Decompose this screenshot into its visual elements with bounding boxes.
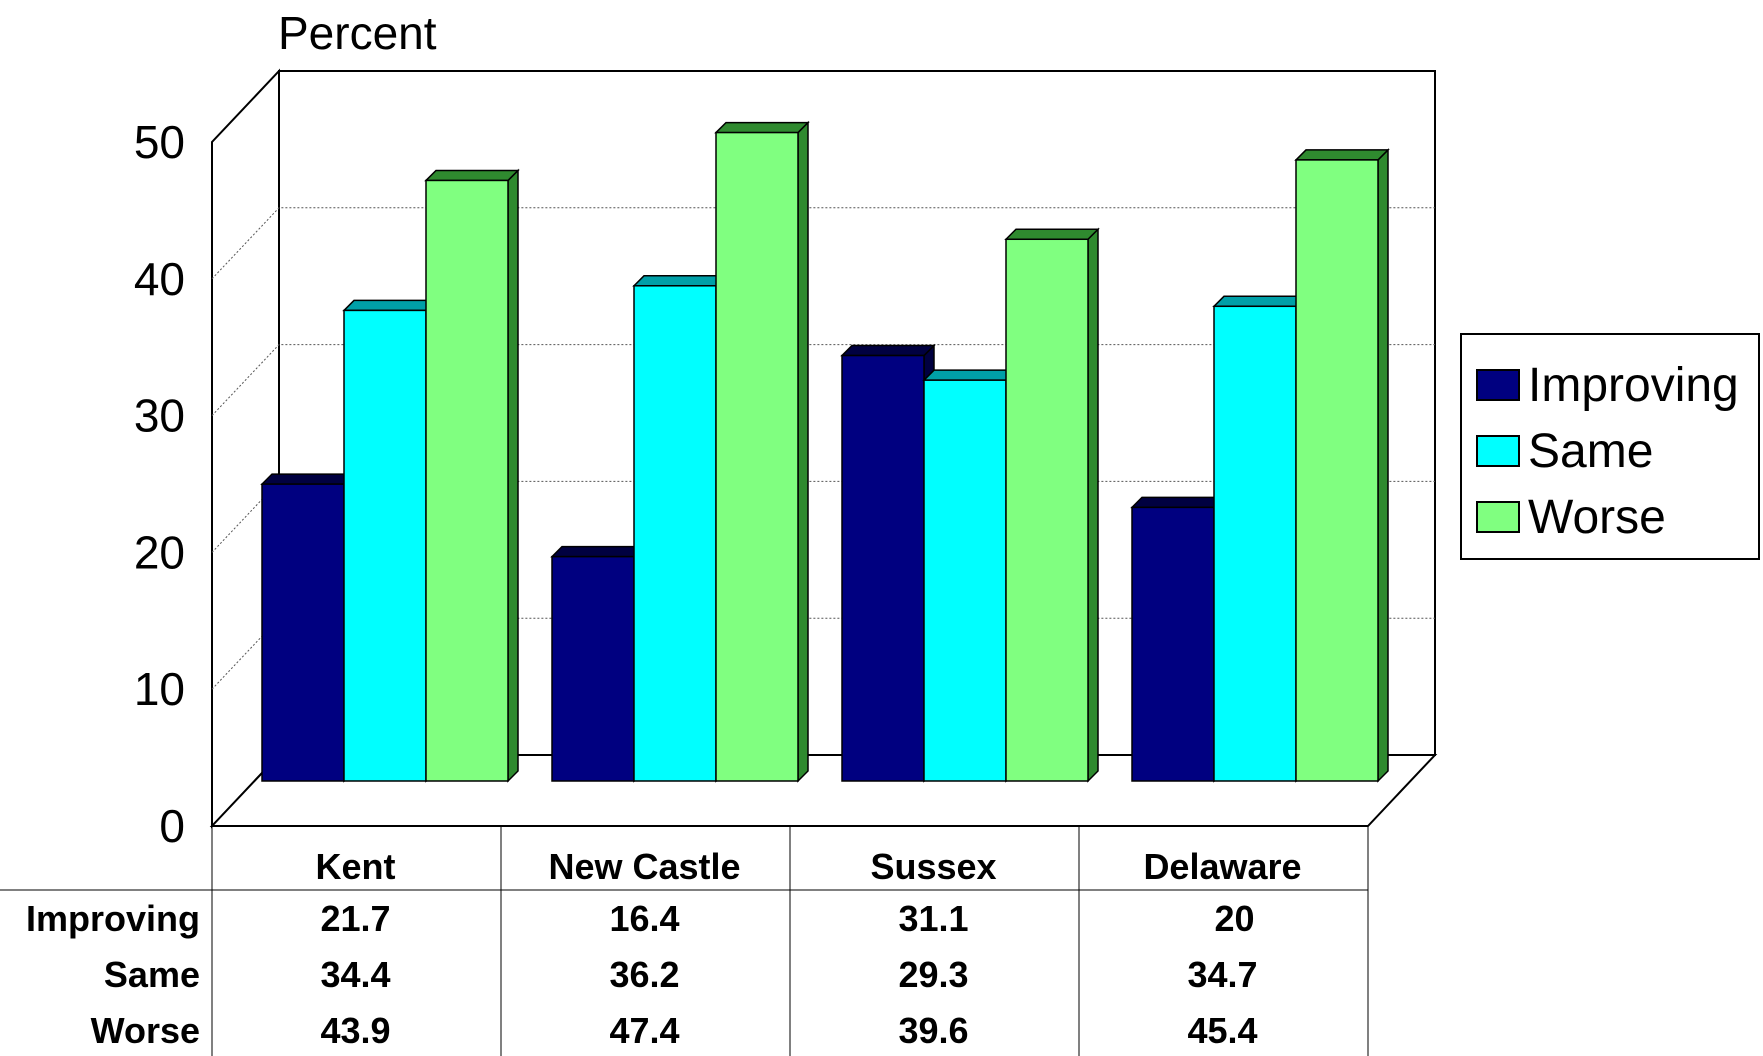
table-cell-improving-kent: 21.7 [320,898,391,939]
bar-delaware-improving-top [1130,496,1226,509]
bar-kent-same [342,298,438,783]
bar-sussex-worse-top [1004,228,1100,241]
table-cell-same-kent: 34.4 [320,954,391,995]
bar-new-castle-same-top [632,275,728,287]
legend-label-improving: Improving [1528,358,1739,412]
bar-new-castle-worse-top [714,121,810,134]
table-row-head-improving: Improving [25,898,200,939]
bar-new-castle-same-front [633,285,717,782]
table-row-head-same: Same [103,954,200,995]
bar-new-castle-worse [714,120,810,783]
table-cell-worse-kent: 43.9 [320,1010,391,1051]
bar-delaware-same-top [1212,295,1308,308]
table-header-sussex: Sussex [870,846,997,887]
bar-kent-worse [424,168,520,783]
table-header-kent: Kent [315,846,396,887]
bar-kent-improving [260,472,356,783]
bar-new-castle-same [632,273,728,783]
table-cell-improving-new-castle: 16.4 [609,898,680,939]
bar-sussex-same [922,368,1018,783]
bar-delaware-same-front [1213,305,1297,782]
bar-sussex-same-top [922,369,1018,381]
table-cell-improving-sussex: 31.1 [898,898,969,939]
bar-delaware-worse-top [1294,149,1390,161]
bar-delaware-same [1212,294,1308,783]
legend-swatch-worse [1476,501,1520,533]
table-cell-improving-delaware: 20 [1214,898,1255,939]
bar-sussex-same-front [923,379,1007,782]
bar-kent-worse-side [507,168,519,783]
legend-swatch-same [1476,435,1520,467]
y-tick-label-10: 10 [134,663,185,715]
bar-new-castle-worse-front [715,131,799,782]
table-cell-same-new-castle: 36.2 [609,954,680,995]
bar-delaware-improving-front [1131,506,1215,782]
legend-label-same: Same [1528,424,1654,478]
gridline-40 [211,207,1435,280]
legend-swatch-improving [1476,369,1520,401]
y-tick-label-40: 40 [134,253,185,305]
table-header-delaware: Delaware [1143,846,1302,887]
table-cell-worse-new-castle: 47.4 [609,1010,680,1051]
data-table: Kent New Castle Sussex Delaware Improvin… [0,826,1368,1056]
bar-sussex-improving-top [840,344,936,357]
bar-delaware-worse-front [1295,159,1379,782]
bar-kent-same-top [342,299,438,312]
y-axis-title: Percent [278,7,437,59]
table-cell-worse-sussex: 39.6 [898,1010,969,1051]
bar-kent-improving-top [260,473,356,485]
floor [209,754,1438,827]
table-header-new-castle: New Castle [548,846,741,887]
bar-kent-worse-front [425,179,509,782]
bar-sussex-improving-front [841,354,925,782]
bar-sussex-improving [840,343,936,783]
y-tick-label-20: 20 [134,526,185,578]
legend-item-worse: Worse [1476,487,1666,547]
bar-delaware-worse-side [1377,148,1389,783]
legend: Improving Same Worse [1460,333,1760,560]
y-tick-label-50: 50 [134,116,185,168]
legend-item-improving: Improving [1476,355,1739,415]
bar-kent-improving-front [261,483,345,782]
y-axis-ticks: 0 10 20 30 40 50 [134,116,185,852]
bar-sussex-worse [1004,227,1100,783]
y-tick-label-30: 30 [134,390,185,442]
bar-delaware-improving [1130,495,1226,783]
legend-label-worse: Worse [1528,490,1666,544]
table-row-head-worse: Worse [90,1010,200,1051]
bar-kent-worse-top [424,169,520,182]
table-cell-same-delaware: 34.7 [1187,954,1258,995]
bar-sussex-worse-side [1087,227,1099,783]
bar-new-castle-worse-side [797,120,809,783]
bar-delaware-worse [1294,148,1390,783]
bar-new-castle-improving-top [550,545,646,558]
table-cell-same-sussex: 29.3 [898,954,969,995]
y-tick-label-0: 0 [159,800,185,852]
bar-new-castle-improving [550,544,646,783]
bar-kent-same-front [343,309,427,782]
table-cell-worse-delaware: 45.4 [1187,1010,1258,1051]
bar-new-castle-improving-front [551,555,635,782]
bars [260,120,1390,783]
bar-sussex-worse-front [1005,238,1089,782]
data-table-lines [0,826,1369,1056]
legend-item-same: Same [1476,421,1653,481]
